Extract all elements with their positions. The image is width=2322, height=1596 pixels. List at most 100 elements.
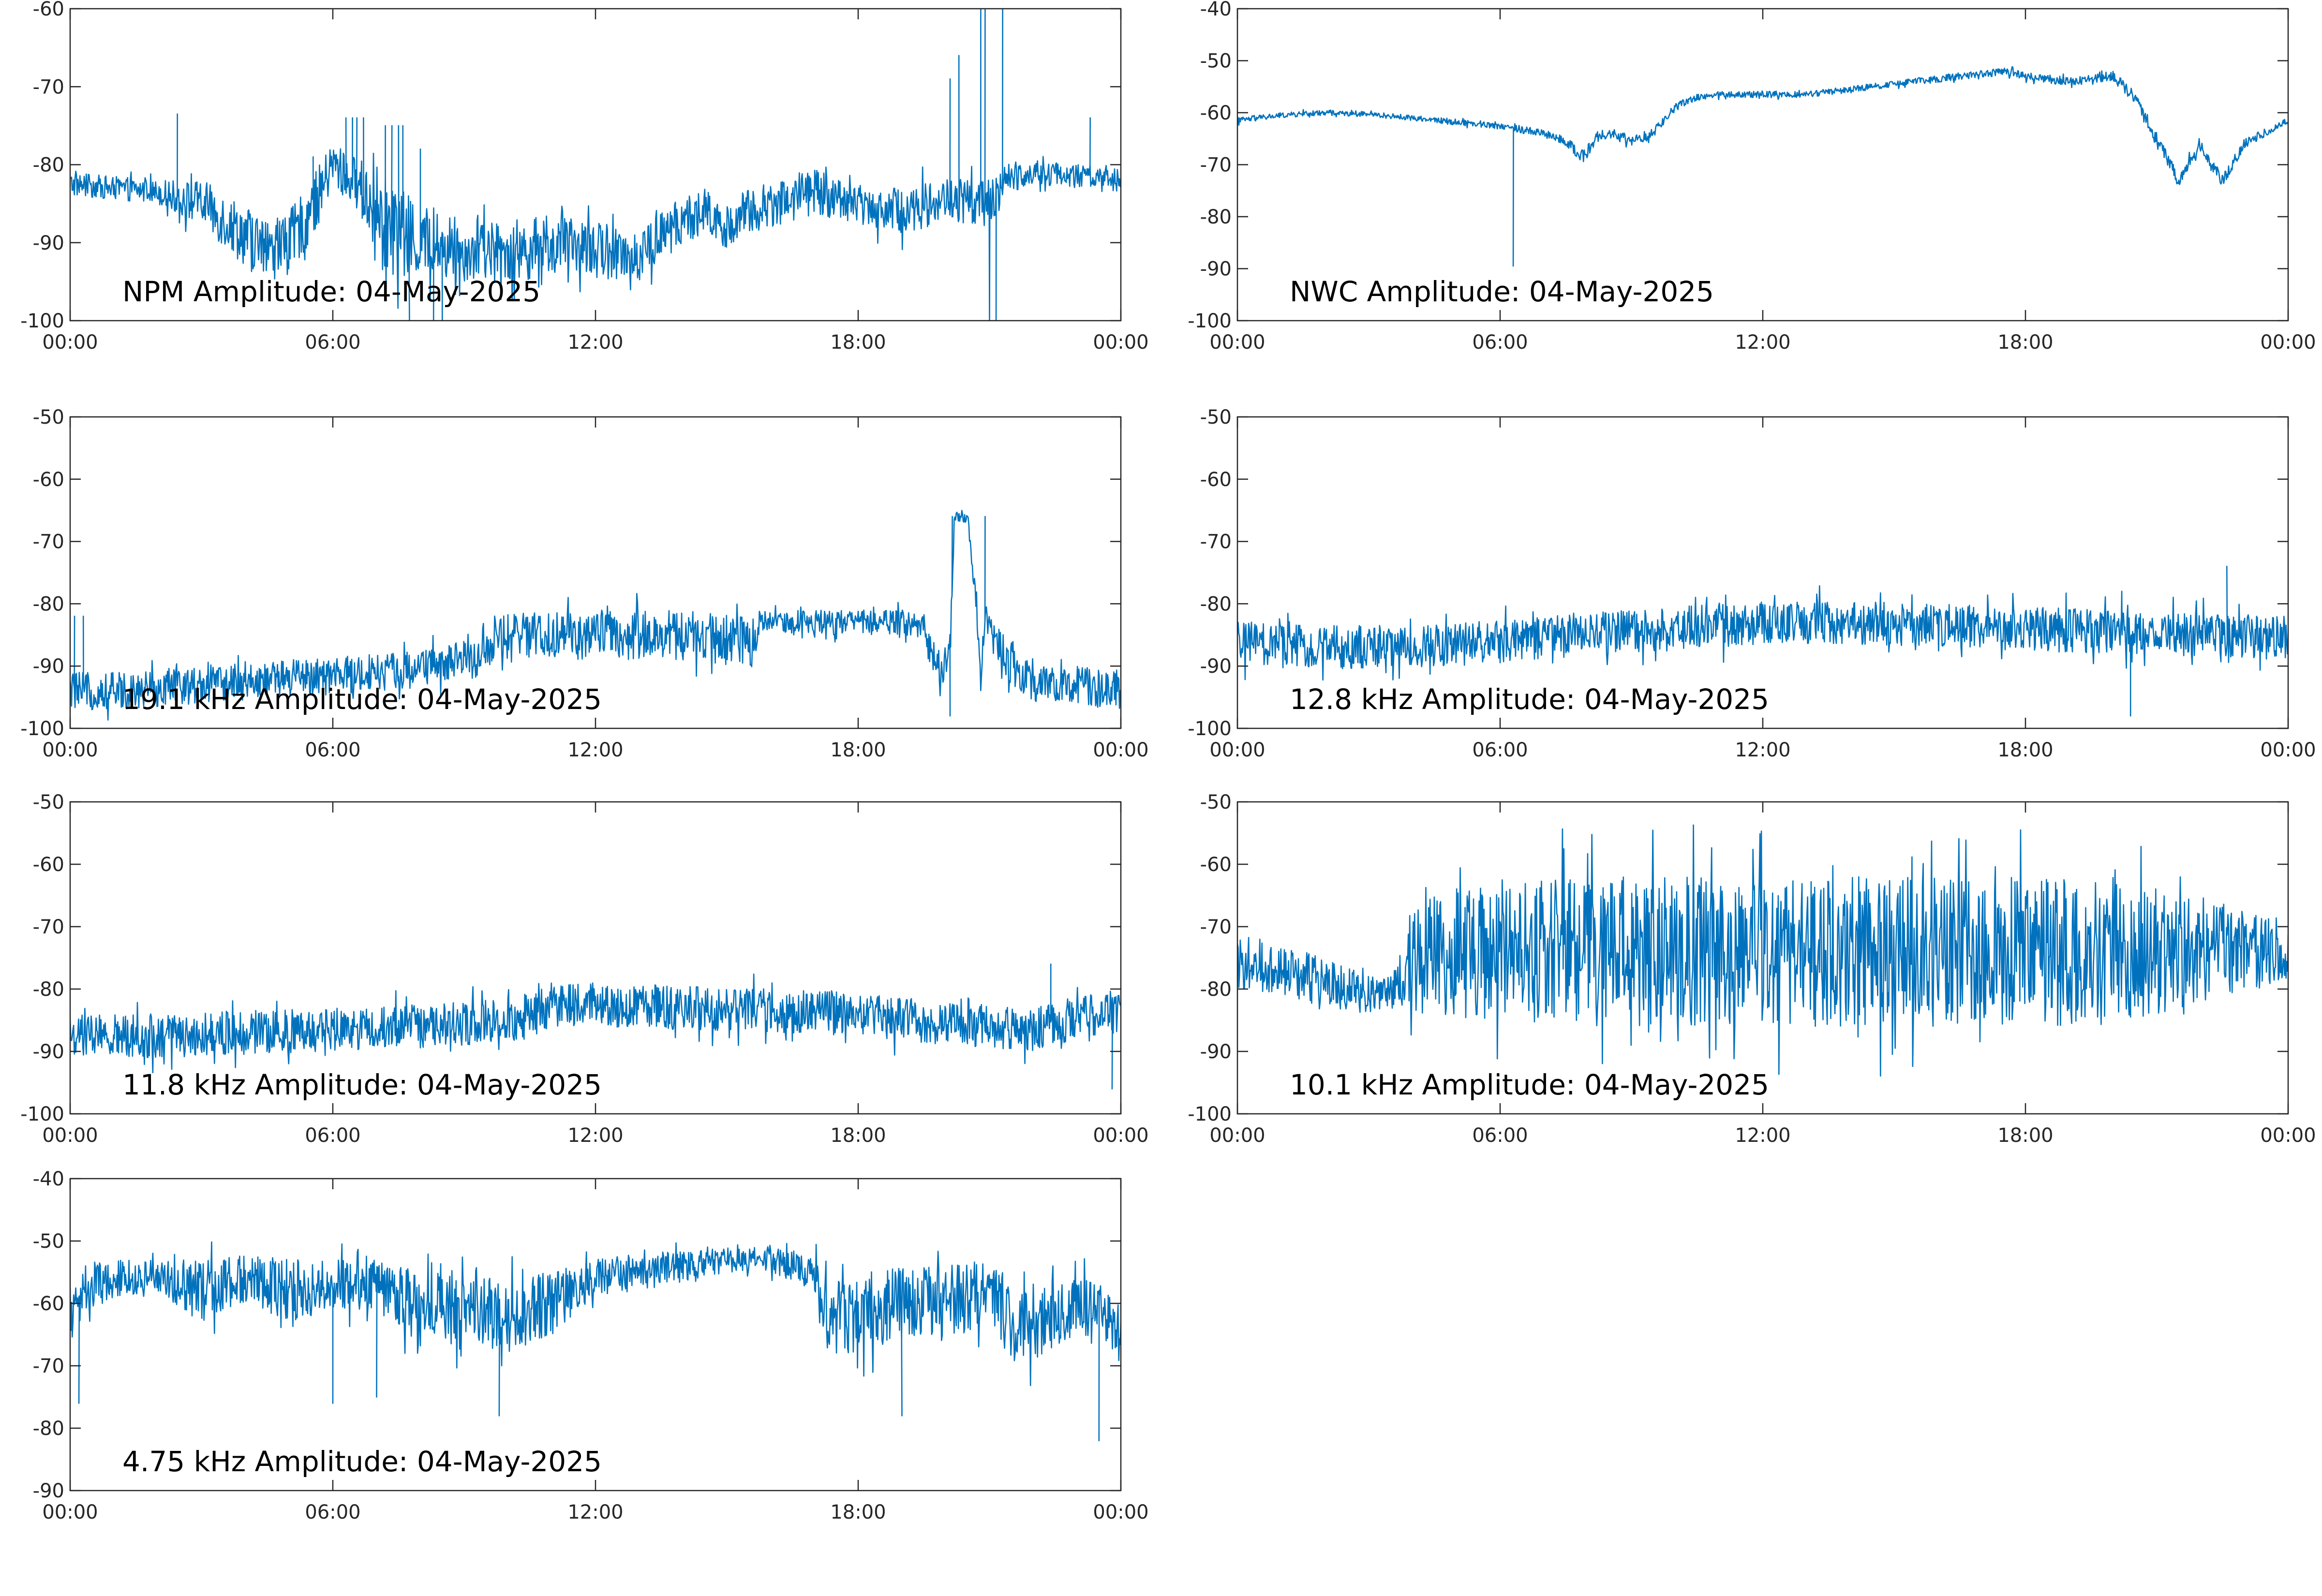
x-tick-label: 06:00 [305, 1501, 360, 1523]
x-tick-label: 06:00 [305, 331, 360, 354]
y-tick-label: -70 [33, 531, 64, 553]
axes-box [69, 416, 1122, 729]
y-tick-label: -90 [1200, 655, 1232, 678]
series-line [1237, 565, 2288, 717]
x-tick-label: 18:00 [830, 331, 886, 354]
panel-title: 4.75 kHz Amplitude: 04-May-2025 [122, 1445, 602, 1478]
y-tick-label: -50 [1200, 791, 1232, 813]
x-tick-label: 00:00 [1093, 739, 1148, 761]
panel-title: NPM Amplitude: 04-May-2025 [122, 275, 540, 308]
x-tick-label: 00:00 [2260, 1124, 2316, 1147]
y-tick-label: -80 [33, 154, 64, 177]
x-tick-label: 18:00 [1997, 331, 2053, 354]
x-tick-label: 00:00 [1093, 1501, 1148, 1523]
y-tick-label: -70 [33, 916, 64, 938]
chart-panel-5: 00:00 06:00 12:00 18:00 00:00 -50 -60 -70 -80 -90… [0, 791, 1157, 1157]
x-tick-label: 06:00 [1472, 331, 1528, 354]
y-tick-label: -50 [33, 1230, 64, 1253]
y-tick-label: -50 [33, 406, 64, 429]
chart-panel-7: 00:00 06:00 12:00 18:00 00:00 -40 -50 -60 -70 -80… [0, 1168, 1157, 1534]
chart-svg: 00:00 06:00 12:00 18:00 00:00 -50 -60 -70 -80 -90… [20, 406, 1148, 761]
x-tick-label: 00:00 [2260, 331, 2316, 354]
y-tick-label: -70 [33, 1355, 64, 1377]
y-tick-label: -100 [20, 310, 64, 332]
series-line [70, 510, 1121, 721]
series-line [70, 963, 1121, 1090]
series-line [70, 9, 1121, 321]
x-tick-label: 00:00 [2260, 739, 2316, 761]
y-tick-label: -90 [33, 655, 64, 678]
y-tick-label: -80 [33, 593, 64, 615]
y-tick-label: -40 [33, 1168, 64, 1190]
y-tick-label: -60 [33, 0, 64, 20]
y-tick-label: -60 [33, 469, 64, 491]
y-tick-label: -90 [1200, 258, 1232, 281]
x-tick-label: 06:00 [1472, 1124, 1528, 1147]
chart-panel-2: 00:00 06:00 12:00 18:00 00:00 -40 -50 -60 -70 -80… [1167, 0, 2322, 364]
y-tick-label: -80 [33, 1418, 64, 1440]
y-tick-label: -100 [1188, 718, 1232, 740]
x-tick-label: 00:00 [1093, 331, 1148, 354]
x-tick-label: 12:00 [1735, 1124, 1790, 1147]
chart-svg: 00:00 06:00 12:00 18:00 00:00 -50 -60 -70 -80 -90… [20, 791, 1148, 1147]
y-tick-label: -90 [1200, 1041, 1232, 1063]
y-tick-label: -50 [1200, 50, 1232, 73]
x-tick-label: 18:00 [1997, 1124, 2053, 1147]
y-tick-label: -100 [1188, 1103, 1232, 1125]
x-tick-label: 12:00 [567, 1124, 623, 1147]
x-tick-label: 18:00 [830, 1124, 886, 1147]
y-tick-label: -60 [1200, 854, 1232, 876]
y-tick-label: -40 [1200, 0, 1232, 20]
x-tick-label: 12:00 [567, 1501, 623, 1523]
x-tick-label: 12:00 [567, 331, 623, 354]
y-tick-label: -100 [1188, 310, 1232, 332]
y-tick-label: -60 [1200, 102, 1232, 124]
x-tick-label: 00:00 [1209, 331, 1265, 354]
chart-svg: 00:00 06:00 12:00 18:00 00:00 -50 -60 -70 -80 -90… [1188, 791, 2316, 1147]
x-tick-label: 00:00 [42, 1124, 98, 1147]
y-tick-label: -90 [33, 1480, 64, 1502]
y-tick-label: -100 [20, 1103, 64, 1125]
chart-svg: 00:00 06:00 12:00 18:00 00:00 -60 -70 -80 -90 -10… [20, 0, 1148, 354]
series-line [70, 1241, 1121, 1442]
x-tick-label: 00:00 [1209, 739, 1265, 761]
x-tick-label: 18:00 [1997, 739, 2053, 761]
x-tick-label: 12:00 [1735, 739, 1790, 761]
x-tick-label: 00:00 [42, 739, 98, 761]
x-tick-label: 00:00 [42, 331, 98, 354]
x-tick-label: 12:00 [1735, 331, 1790, 354]
chart-panel-6: 00:00 06:00 12:00 18:00 00:00 -50 -60 -70 -80 -90… [1167, 791, 2322, 1157]
chart-svg: 00:00 06:00 12:00 18:00 00:00 -50 -60 -70 -80 -90… [1188, 406, 2316, 761]
x-tick-label: 00:00 [1093, 1124, 1148, 1147]
panel-title: 19.1 kHz Amplitude: 04-May-2025 [122, 683, 602, 716]
y-tick-label: -60 [1200, 469, 1232, 491]
axes-box [69, 1178, 1122, 1492]
panel-title: 11.8 kHz Amplitude: 04-May-2025 [122, 1068, 602, 1101]
series-line [1237, 66, 2288, 267]
y-tick-label: -60 [33, 1293, 64, 1315]
chart-panel-1: 00:00 06:00 12:00 18:00 00:00 -60 -70 -80 -90 -10… [0, 0, 1157, 364]
y-tick-label: -70 [1200, 154, 1232, 177]
x-tick-label: 00:00 [1209, 1124, 1265, 1147]
chart-panel-3: 00:00 06:00 12:00 18:00 00:00 -50 -60 -70 -80 -90… [0, 406, 1157, 772]
panel-title: NWC Amplitude: 04-May-2025 [1290, 275, 1714, 308]
y-tick-label: -60 [33, 854, 64, 876]
y-tick-label: -80 [1200, 978, 1232, 1001]
x-tick-label: 18:00 [830, 739, 886, 761]
y-tick-label: -70 [1200, 531, 1232, 553]
x-tick-label: 06:00 [1472, 739, 1528, 761]
y-tick-label: -90 [33, 1041, 64, 1063]
x-tick-label: 06:00 [305, 739, 360, 761]
series-line [1237, 824, 2288, 1077]
x-tick-label: 12:00 [567, 739, 623, 761]
panel-title: 12.8 kHz Amplitude: 04-May-2025 [1290, 683, 1769, 716]
x-tick-label: 00:00 [42, 1501, 98, 1523]
y-tick-label: -50 [33, 791, 64, 813]
y-tick-label: -80 [1200, 593, 1232, 615]
y-tick-label: -70 [1200, 916, 1232, 938]
axes-box [69, 801, 1122, 1115]
y-tick-label: -100 [20, 718, 64, 740]
x-tick-label: 18:00 [830, 1501, 886, 1523]
chart-panel-4: 00:00 06:00 12:00 18:00 00:00 -50 -60 -70 -80 -90… [1167, 406, 2322, 772]
